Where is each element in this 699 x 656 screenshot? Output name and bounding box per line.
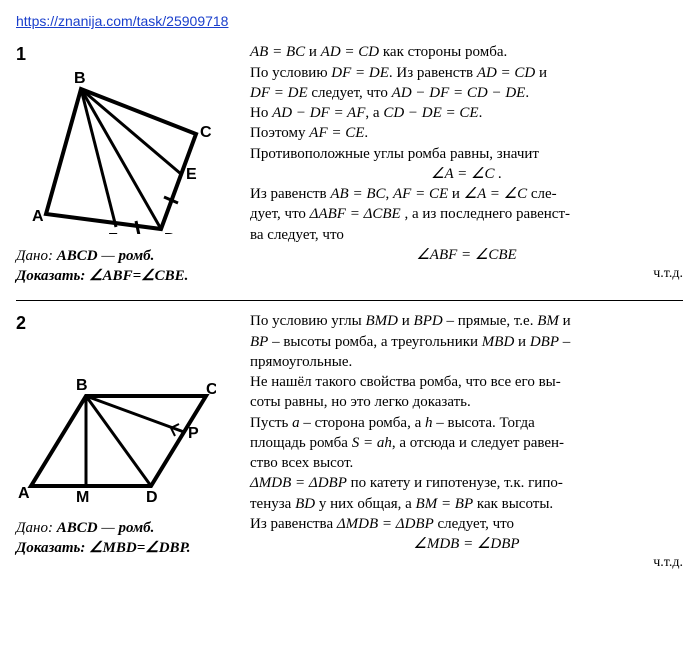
separator <box>16 300 683 301</box>
label-E: E <box>186 166 197 183</box>
label-A: A <box>18 485 30 502</box>
qed-2: ч.т.д. <box>250 554 683 573</box>
problem-1: 1 A B C D E F Дано: ABCD — ромб. Доказат… <box>16 42 683 286</box>
problem-2-given: Дано: ABCD — ромб. Доказать: ∠MBD=∠DBP. <box>16 518 236 559</box>
problem-1-number: 1 <box>16 42 236 66</box>
prove-eq: ∠MBD=∠DBP. <box>89 540 190 556</box>
label-D: D <box>164 231 176 234</box>
problem-1-left: 1 A B C D E F Дано: ABCD — ромб. Доказат… <box>16 42 236 286</box>
label-D: D <box>146 489 158 506</box>
given-label: Дано: <box>16 520 53 536</box>
label-P: P <box>188 425 199 442</box>
given-what: ромб. <box>118 248 154 264</box>
rhombus-figure-1: A B C D E F <box>16 69 216 234</box>
problem-2-left: 2 A B C D M P Дано: ABCD — ромб. Доказат… <box>16 311 236 558</box>
prove-label: Доказать: <box>16 268 85 284</box>
given-what: ромб. <box>118 520 154 536</box>
label-B: B <box>76 377 88 394</box>
label-B: B <box>74 70 86 87</box>
problem-2-solution: По условию углы BMD и BPD – прямые, т.е.… <box>250 311 683 573</box>
prove-eq: ∠ABF=∠CBE. <box>89 268 188 284</box>
given-shape: ABCD <box>57 520 98 536</box>
given-shape: ABCD <box>57 248 98 264</box>
problem-1-solution: AB = BC и AD = CD как стороны ромба. По … <box>250 42 683 284</box>
problem-1-given: Дано: ABCD — ромб. Доказать: ∠ABF=∠CBE. <box>16 246 236 287</box>
given-label: Дано: <box>16 248 53 264</box>
problem-2-number: 2 <box>16 311 236 335</box>
label-A: A <box>32 208 44 225</box>
label-M: M <box>76 489 89 506</box>
qed-1: ч.т.д. <box>250 265 683 284</box>
label-F: F <box>108 231 118 234</box>
prove-label: Доказать: <box>16 540 85 556</box>
rhombus-figure-2: A B C D M P <box>16 366 216 506</box>
label-C: C <box>200 124 212 141</box>
label-C: C <box>206 381 216 398</box>
problem-2: 2 A B C D M P Дано: ABCD — ромб. Доказат… <box>16 311 683 573</box>
source-url[interactable]: https://znanija.com/task/25909718 <box>16 13 228 29</box>
